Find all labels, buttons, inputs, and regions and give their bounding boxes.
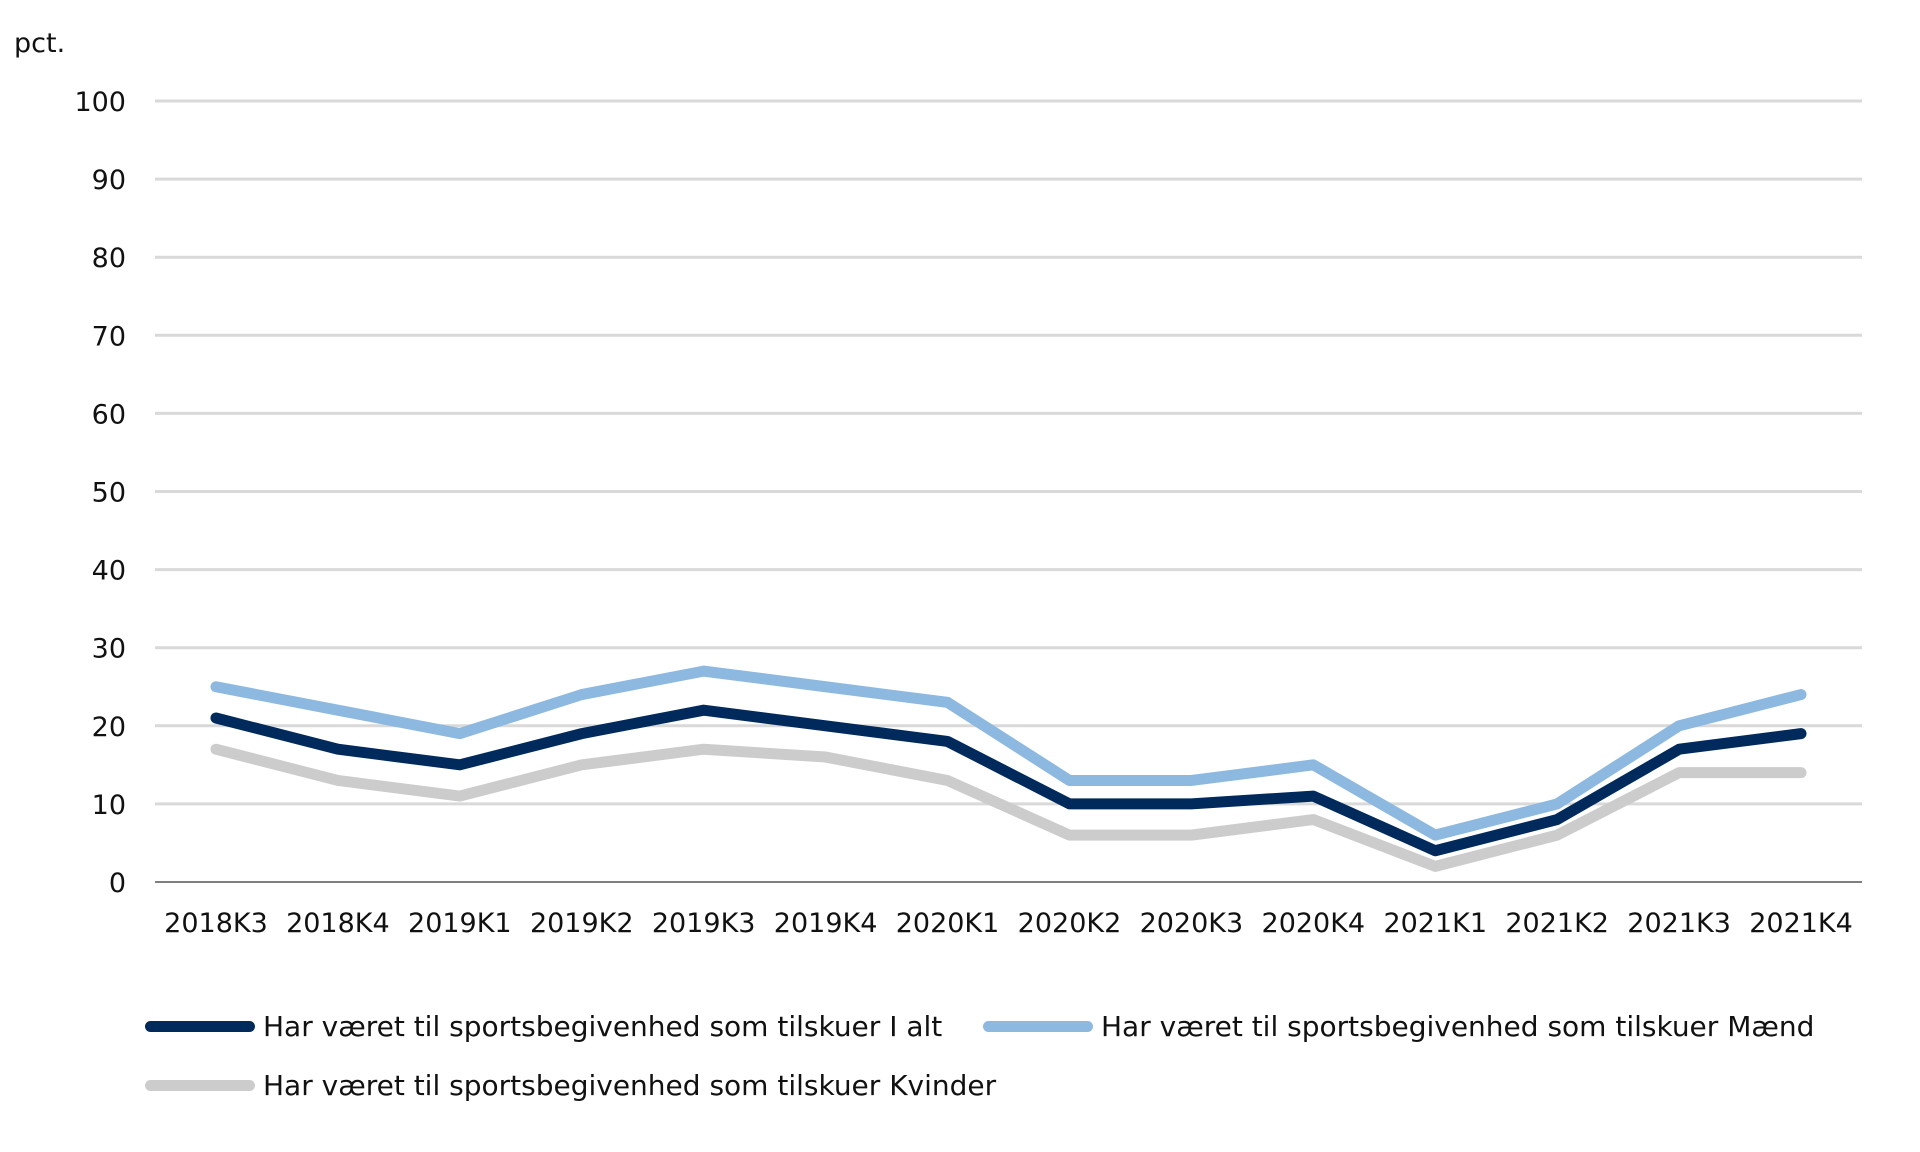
x-tick-label: 2021K1	[1383, 908, 1487, 939]
y-tick-label: 50	[92, 478, 126, 509]
legend-label: Har været til sportsbegivenhed som tilsk…	[263, 1069, 997, 1102]
series-line-2	[210, 743, 1807, 872]
legend-swatch	[145, 1021, 255, 1032]
x-tick-label: 2020K3	[1140, 908, 1244, 939]
y-tick-label: 90	[92, 165, 126, 196]
legend-item: Har været til sportsbegivenhed som tilsk…	[145, 1069, 996, 1102]
y-tick-label: 20	[92, 712, 126, 743]
y-tick-label: 60	[92, 399, 126, 430]
gridlines	[155, 99, 1862, 883]
y-tick-label: 0	[109, 868, 126, 899]
x-tick-label: 2019K1	[408, 908, 512, 939]
series-line-0	[210, 704, 1807, 857]
legend-label: Har været til sportsbegivenhed som tilsk…	[1101, 1010, 1815, 1043]
legend: Har været til sportsbegivenhed som tilsk…	[145, 1010, 1885, 1102]
y-axis-label: pct.	[14, 28, 65, 59]
legend-item: Har været til sportsbegivenhed som tilsk…	[145, 1010, 983, 1043]
x-tick-label: 2018K4	[286, 908, 390, 939]
series-line-1	[210, 665, 1807, 841]
y-tick-label: 10	[92, 790, 126, 821]
y-tick-label: 40	[92, 556, 126, 587]
legend-label: Har været til sportsbegivenhed som tilsk…	[263, 1010, 943, 1043]
x-tick-label: 2021K4	[1749, 908, 1853, 939]
legend-swatch	[983, 1021, 1093, 1032]
x-tick-label: 2020K4	[1262, 908, 1366, 939]
x-tick-label: 2019K3	[652, 908, 756, 939]
x-tick-label: 2019K4	[774, 908, 878, 939]
y-tick-label: 100	[74, 87, 126, 118]
x-tick-label: 2021K2	[1505, 908, 1609, 939]
series-lines	[210, 665, 1807, 872]
x-tick-label: 2020K2	[1018, 908, 1122, 939]
y-axis-ticks: 0 10 20 30 40 50 60 70 80 90 100	[74, 87, 126, 899]
x-axis-ticks: 2018K3 2018K4 2019K1 2019K2 2019K3 2019K4 2020…	[164, 908, 1853, 939]
y-tick-label: 70	[92, 321, 126, 352]
x-tick-label: 2018K3	[164, 908, 268, 939]
legend-item: Har været til sportsbegivenhed som tilsk…	[983, 1010, 1821, 1043]
x-tick-label: 2019K2	[530, 908, 634, 939]
y-tick-label: 80	[92, 243, 126, 274]
y-tick-label: 30	[92, 634, 126, 665]
x-tick-label: 2020K1	[896, 908, 1000, 939]
x-tick-label: 2021K3	[1627, 908, 1731, 939]
legend-swatch	[145, 1080, 255, 1091]
